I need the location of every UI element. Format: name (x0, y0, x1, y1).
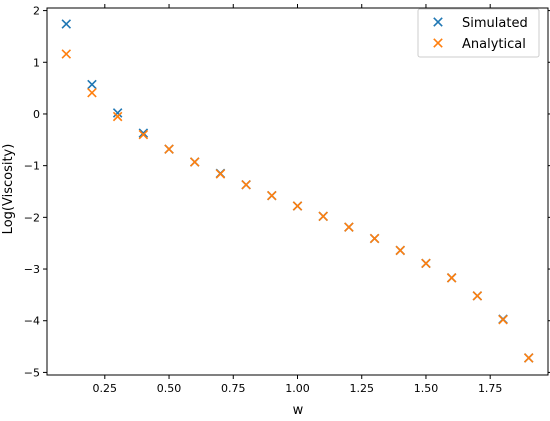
data-point-analytical (292, 201, 303, 211)
y-tick-label: 2 (33, 5, 40, 18)
data-point-analytical (421, 258, 431, 269)
legend-marker-analytical (433, 38, 443, 48)
legend-marker-simulated (433, 17, 443, 27)
legend-x-icon (433, 38, 443, 48)
data-point-analytical (498, 314, 508, 325)
data-point-simulated (87, 79, 97, 90)
data-point-analytical (318, 211, 328, 222)
y-axis-label: Log(Viscosity) (1, 144, 16, 235)
x-axis-label: w (293, 403, 304, 417)
data-point-simulated (61, 19, 72, 29)
y-tick-label: −5 (24, 366, 40, 379)
y-tick-label: 0 (33, 108, 40, 121)
legend-label-analytical: Analytical (462, 37, 526, 52)
y-tick-label: −3 (24, 263, 40, 276)
data-point-analytical (446, 273, 457, 283)
x-tick-label: 1.75 (478, 382, 503, 395)
data-point-analytical (369, 233, 380, 244)
data-point-analytical (344, 222, 354, 232)
data-point-analytical (395, 245, 406, 256)
data-point-simulated (138, 128, 149, 138)
x-tick-label: 0.75 (221, 382, 246, 395)
legend: Simulated Analytical (417, 8, 540, 58)
data-point-simulated (112, 108, 123, 118)
y-tick-label: 1 (33, 56, 40, 69)
legend-x-icon (433, 17, 443, 27)
data-point-analytical (523, 353, 534, 363)
x-tick-label: 1.25 (349, 382, 374, 395)
chart-marks (61, 19, 534, 363)
y-tick-label: −4 (24, 315, 40, 328)
series-simulated (61, 19, 534, 363)
data-point-analytical (138, 129, 149, 140)
chart-axes: 0.25 0.50 0.75 1.00 1.25 1.50 1.75 −5 −4 −3 −2 −1 0 1… (24, 4, 550, 395)
series-analytical (61, 49, 534, 363)
data-point-analytical (215, 169, 226, 179)
data-point-analytical (87, 88, 97, 98)
data-point-analytical (189, 157, 200, 167)
x-tick-label: 1.50 (414, 382, 439, 395)
x-tick-label: 0.25 (93, 382, 118, 395)
x-tick-label: 1.00 (285, 382, 310, 395)
legend-box (417, 8, 540, 58)
data-point-analytical (267, 190, 277, 201)
plot-frame (46, 7, 549, 376)
y-tick-label: −1 (24, 160, 40, 173)
data-point-analytical (472, 291, 483, 301)
data-point-analytical (112, 111, 123, 122)
legend-label-simulated: Simulated (462, 16, 528, 31)
y-tick-label: −2 (24, 211, 40, 224)
data-point-analytical (241, 180, 251, 190)
data-point-analytical (61, 49, 72, 59)
x-tick-label: 0.50 (157, 382, 182, 395)
data-point-analytical (164, 144, 174, 154)
